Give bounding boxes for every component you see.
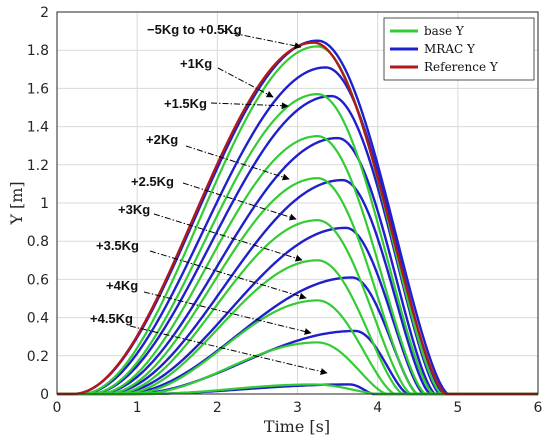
annotation-label: +1.5Kg xyxy=(164,96,207,111)
y-tick-label: 0.4 xyxy=(27,311,49,327)
x-tick-label: 1 xyxy=(133,400,142,416)
curves xyxy=(57,39,538,396)
plot-frame xyxy=(56,11,539,395)
y-tick-label: 0.2 xyxy=(27,349,49,365)
annotation-arrow xyxy=(210,102,289,110)
annotation-arrow xyxy=(153,213,303,262)
annotation-label: +3Kg xyxy=(118,202,150,217)
base-curve xyxy=(57,259,538,396)
y-tick-label: 1 xyxy=(40,196,49,212)
legend-label-mrac: MRAC Y xyxy=(424,42,476,56)
mrac-curve xyxy=(57,178,538,396)
annotation-arrow xyxy=(217,67,274,98)
legend-label-base: base Y xyxy=(424,24,465,38)
y-tick-label: 1.6 xyxy=(27,81,49,97)
y-tick-label: 1.4 xyxy=(27,120,49,136)
x-axis-label: Time [s] xyxy=(264,417,330,436)
annotation-arrow xyxy=(143,291,312,335)
annotation-arrow xyxy=(182,182,297,221)
base-curve xyxy=(57,177,538,396)
y-axis-label: Y [m] xyxy=(7,181,26,225)
annotations: −5Kg to +0.5Kg +1Kg +1.5Kg +2Kg +2.5Kg +3Kg +3… xyxy=(90,22,328,375)
x-tick-label: 2 xyxy=(213,400,222,416)
x-tick-label: 5 xyxy=(453,400,462,416)
mrac-curve xyxy=(57,136,538,396)
y-tick-label: 0 xyxy=(40,387,49,403)
y-ticks: 0 0.2 0.4 0.6 0.8 1 1.2 1.4 1.6 1.8 2 xyxy=(27,5,49,403)
annotation-label: +2Kg xyxy=(146,132,178,147)
annotation-label: +4Kg xyxy=(106,278,138,293)
legend: base Y MRAC Y Reference Y xyxy=(383,17,535,81)
x-tick-label: 6 xyxy=(534,400,543,416)
reference-curve xyxy=(57,41,538,396)
x-ticks: 0 1 2 3 4 5 6 xyxy=(53,400,543,416)
annotation-arrow xyxy=(221,30,302,50)
base-curve xyxy=(57,383,538,396)
base-curve xyxy=(57,299,538,396)
annotation-arrow xyxy=(185,145,290,181)
y-tick-label: 1.8 xyxy=(27,43,49,59)
legend-label-reference: Reference Y xyxy=(424,60,499,74)
x-tick-label: 0 xyxy=(53,400,62,416)
x-tick-label: 4 xyxy=(373,400,382,416)
annotation-label: +1Kg xyxy=(180,56,212,71)
y-tick-label: 1.2 xyxy=(27,158,49,174)
annotation-label: +2.5Kg xyxy=(131,174,174,189)
annotation-arrow xyxy=(149,250,307,300)
base-curve xyxy=(57,135,538,396)
y-tick-label: 2 xyxy=(40,5,49,21)
x-tick-label: 3 xyxy=(293,400,302,416)
annotation-label: +4.5Kg xyxy=(90,311,133,326)
y-tick-label: 0.8 xyxy=(27,234,49,250)
base-curve xyxy=(57,45,538,396)
annotation-label: −5Kg to +0.5Kg xyxy=(147,22,242,37)
base-curve xyxy=(57,341,538,396)
mrac-curve xyxy=(57,226,538,396)
annotation-arrow xyxy=(129,325,328,375)
y-tick-label: 0.6 xyxy=(27,272,49,288)
base-curve xyxy=(57,219,538,396)
base-curve xyxy=(57,93,538,396)
annotation-label: +3.5Kg xyxy=(96,238,139,253)
